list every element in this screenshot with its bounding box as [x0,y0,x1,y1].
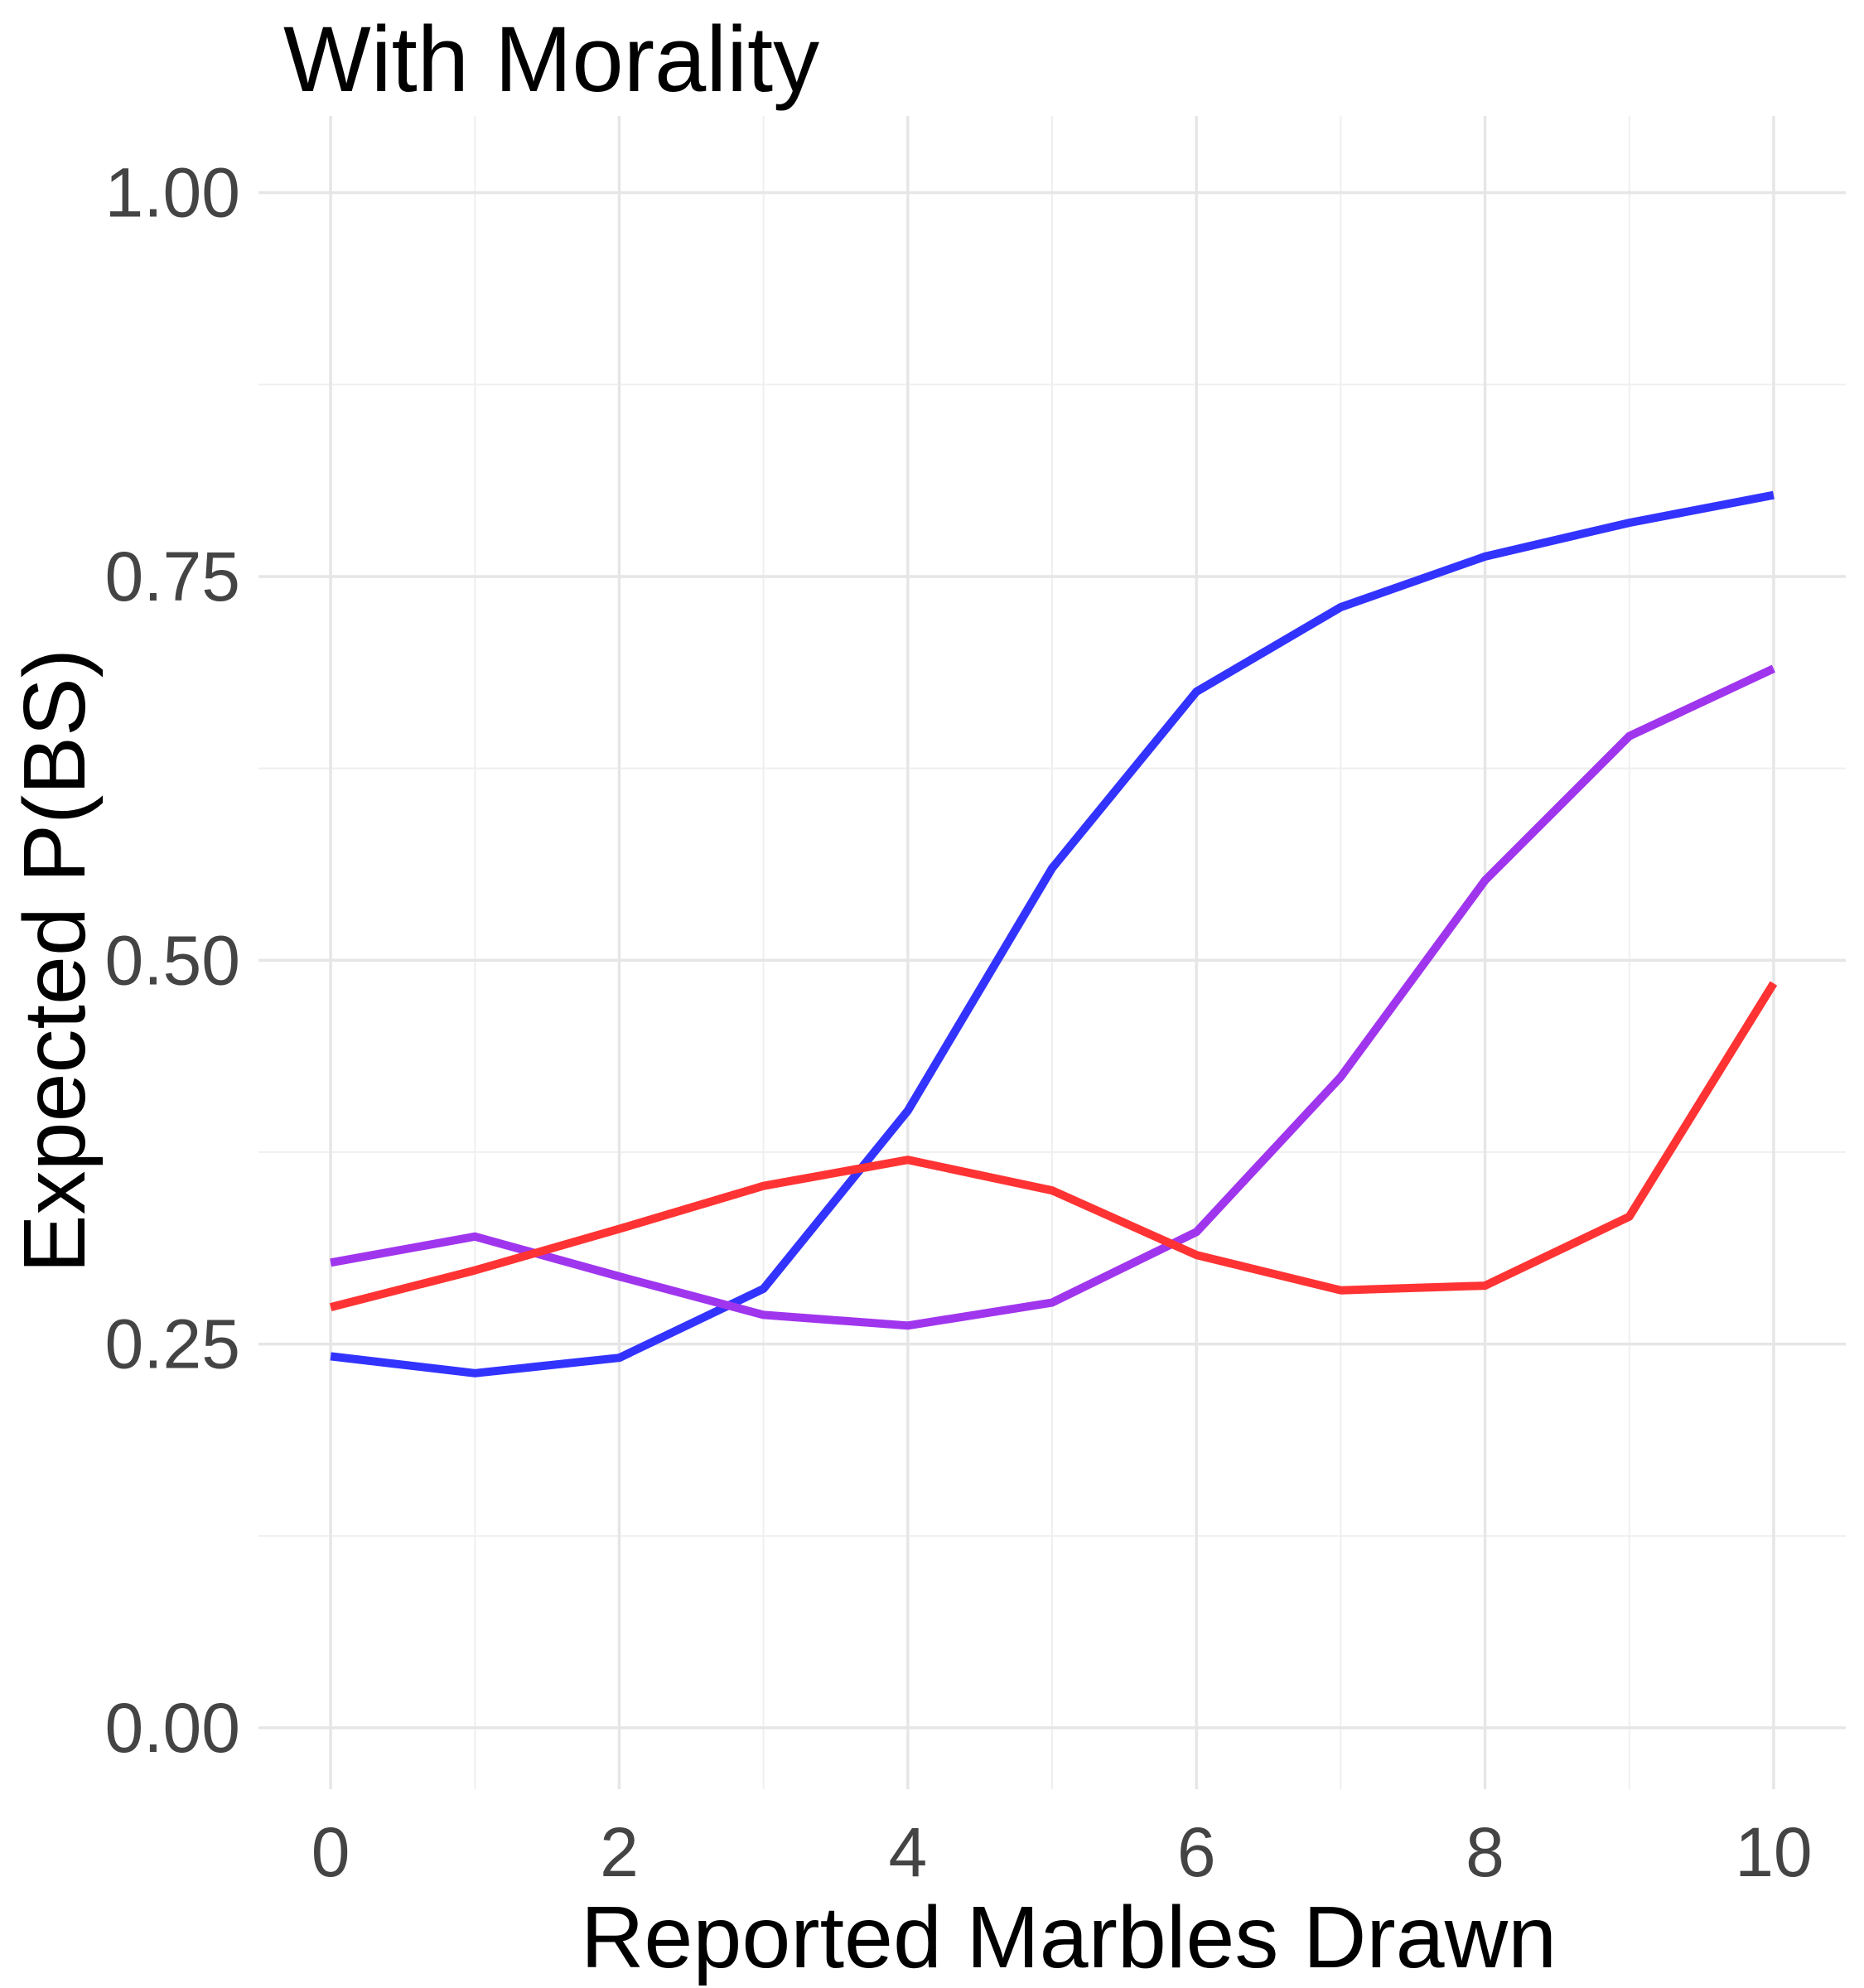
series-line-3 [329,981,1778,1311]
x-tick-label: 2 [600,1813,639,1891]
y-axis-title: Expected P(BS) [6,649,104,1273]
series-line-1 [330,490,1775,1378]
y-tick-label: 0.25 [105,1305,241,1383]
x-tick-label: 0 [311,1813,350,1891]
x-axis-title: Reported Marbles Drawn [581,1889,1557,1986]
x-tick-label: 4 [888,1813,927,1891]
x-tick-label: 8 [1466,1813,1504,1891]
y-axis-tick-labels: 0.00 0.25 0.50 0.75 1.00 [105,154,241,1767]
x-tick-label: 6 [1177,1813,1216,1891]
chart-title: With Morality [283,7,819,111]
grid [258,116,1846,1789]
series-lines [329,490,1778,1378]
y-tick-label: 1.00 [105,154,241,232]
y-tick-label: 0.75 [105,538,241,615]
y-tick-label: 0.00 [105,1689,241,1767]
y-tick-label: 0.50 [105,921,241,999]
x-axis-tick-labels: 0 2 4 6 8 10 [311,1813,1813,1891]
series-line-2 [330,664,1776,1330]
x-tick-label: 10 [1735,1813,1812,1891]
